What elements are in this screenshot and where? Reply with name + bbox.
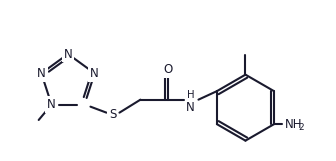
Text: N: N (64, 47, 72, 61)
Text: 2: 2 (298, 123, 304, 132)
Text: N: N (186, 101, 195, 114)
Text: N: N (90, 67, 99, 80)
Text: O: O (164, 63, 173, 76)
Text: NH: NH (285, 118, 302, 131)
Text: H: H (187, 90, 194, 100)
Text: S: S (109, 108, 116, 121)
Text: N: N (37, 67, 46, 80)
Text: N: N (47, 98, 56, 111)
